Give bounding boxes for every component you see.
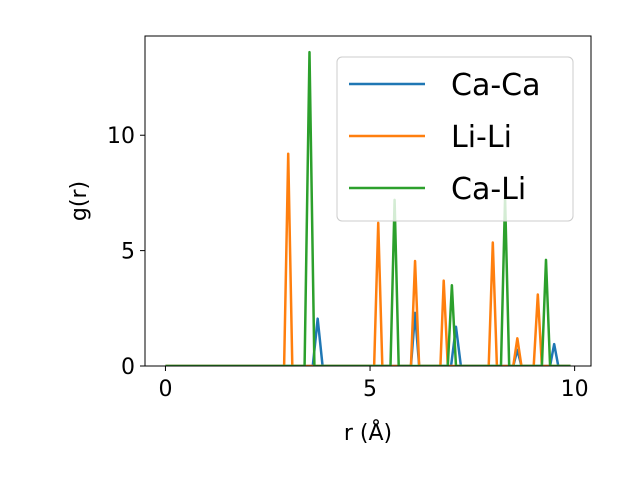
series-line-ca-li — [165, 50, 571, 366]
y-tick-label: 10 — [107, 124, 135, 149]
plot-frame — [144, 35, 592, 367]
legend: Ca-Ca Li-Li Ca-Li — [336, 56, 574, 222]
series-line-li-li — [165, 152, 571, 366]
y-tick-label: 5 — [121, 240, 135, 265]
x-axis-label: r (Å) — [344, 419, 392, 446]
series-line-ca-ca — [165, 311, 571, 366]
legend-label-ca-ca: Ca-Ca — [451, 68, 541, 103]
legend-label-li-li: Li-Li — [451, 120, 512, 155]
legend-frame — [336, 56, 574, 222]
x-tick-label: 5 — [363, 377, 377, 402]
x-tick-label: 0 — [158, 377, 172, 402]
legend-label-ca-li: Ca-Li — [451, 172, 526, 207]
y-tick-label: 0 — [121, 355, 135, 380]
x-tick-label: 10 — [561, 377, 589, 402]
y-axis-label: g(r) — [67, 181, 92, 221]
